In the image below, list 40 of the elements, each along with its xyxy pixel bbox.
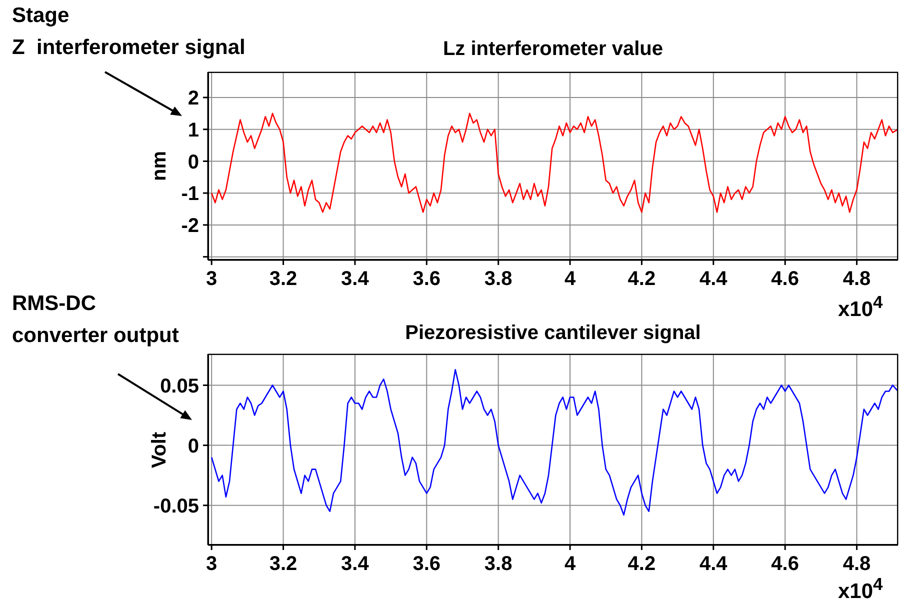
x-tick-label: 4.4 <box>699 268 728 290</box>
x-tick-label: 3.8 <box>484 268 512 290</box>
x-tick-label: 4.6 <box>771 553 799 576</box>
x-tick-label: 3.6 <box>412 268 441 290</box>
x-tick-label: 3.2 <box>269 268 298 290</box>
x-tick-label: 4.6 <box>771 268 799 290</box>
text: converter output <box>12 324 179 348</box>
x-tick-label: 4 <box>564 268 576 290</box>
text: x10$^{4}$ <box>838 574 883 604</box>
text: RMS-DC <box>12 292 96 316</box>
chart-title: Piezoresistive cantilever signal <box>404 322 702 345</box>
x-tick-label: 4 <box>564 553 576 576</box>
x-tick-label: 3 <box>206 553 218 576</box>
x-tick-label: 3.4 <box>341 553 370 576</box>
y-tick-label: 1 <box>188 119 199 142</box>
y-axis-title: nm <box>148 151 172 181</box>
x-tick-label: 4.4 <box>699 553 728 576</box>
x-tick-label: 3.2 <box>269 553 298 576</box>
y-tick-label: -0.05 <box>153 495 199 518</box>
y-tick-label: -2 <box>181 215 199 238</box>
x-tick-label: 3 <box>206 268 218 290</box>
y-axis-title: Volt <box>148 432 172 468</box>
x-tick-label: 4.8 <box>842 553 871 576</box>
y-tick-label: 0 <box>188 151 199 174</box>
x-tick-label: 4.2 <box>628 268 656 290</box>
x-tick-label: 3.4 <box>341 268 370 290</box>
x-tick-label: 4.2 <box>628 553 656 576</box>
line-series <box>210 112 898 213</box>
x-tick-label: 3.6 <box>412 553 441 576</box>
chart-title: Lz interferometer value <box>442 38 664 60</box>
y-tick-label: 2 <box>188 88 199 110</box>
text: Stage <box>12 4 70 28</box>
text: x10$^{4}$ <box>838 292 883 322</box>
text: Z interferometer signal <box>12 36 246 60</box>
x-tick-label: 4.8 <box>842 268 871 290</box>
y-tick-label: -1 <box>181 183 199 206</box>
x-tick-label: 3.8 <box>484 553 512 576</box>
line-series <box>210 368 898 516</box>
y-tick-label: 0 <box>188 435 199 458</box>
y-tick-label: 0.05 <box>160 375 199 398</box>
